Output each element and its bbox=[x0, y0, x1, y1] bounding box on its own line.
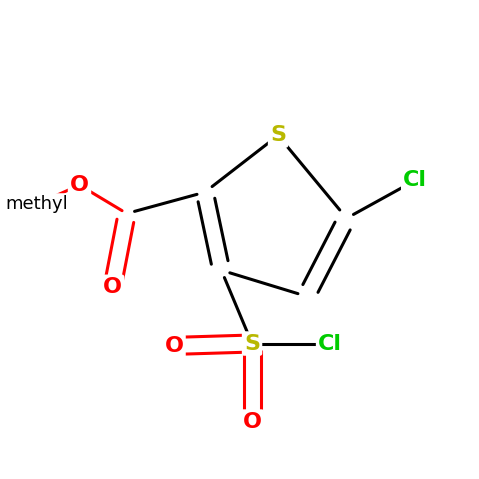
Text: O: O bbox=[242, 411, 262, 432]
Text: methyl: methyl bbox=[6, 195, 68, 213]
Text: O: O bbox=[103, 277, 122, 297]
Text: Cl: Cl bbox=[403, 171, 427, 190]
Text: S: S bbox=[270, 125, 286, 146]
Text: O: O bbox=[70, 175, 89, 195]
Text: S: S bbox=[244, 333, 260, 354]
Text: Cl: Cl bbox=[318, 333, 342, 354]
Text: O: O bbox=[165, 336, 183, 356]
